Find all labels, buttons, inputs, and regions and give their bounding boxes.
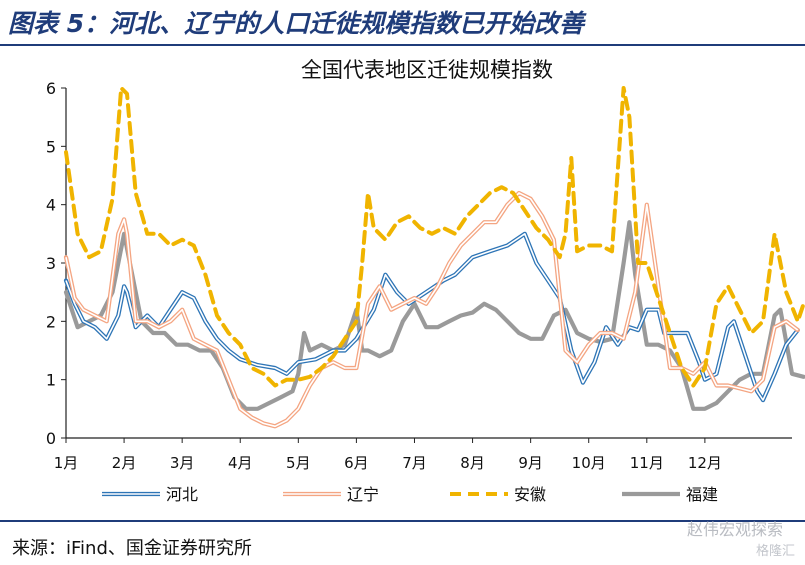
y-tick-label: 2: [46, 312, 56, 331]
x-tick-label: 11月: [630, 454, 664, 472]
x-tick-label: 2月: [112, 454, 137, 472]
legend: 河北 辽宁 安徽 福建: [102, 485, 718, 504]
legend-label: 安徽: [514, 485, 546, 504]
axes: 0 1 2 3 4 5 6 1月 2月 3月 4月 5月 6月 7月 8月 9月 10月 11月 12月: [46, 79, 792, 472]
migration-index-chart: 全国代表地区迁徙规模指数 0 1 2 3 4 5 6 1月 2月 3月 4月 5月 6月 7月 8月 9月 10…: [46, 58, 805, 504]
legend-label: 辽宁: [347, 485, 379, 504]
legend-label: 河北: [166, 485, 198, 504]
y-tick-label: 4: [46, 196, 56, 215]
figure-title: 图表 5：河北、辽宁的人口迁徙规模指数已开始改善: [8, 9, 585, 38]
y-tick-label: 5: [46, 137, 56, 156]
legend-label: 福建: [686, 485, 718, 504]
series-lines: [63, 86, 805, 429]
y-tick-label: 0: [46, 429, 56, 448]
x-tick-label: 6月: [344, 454, 369, 472]
source-rule: [0, 520, 805, 522]
x-tick-label: 5月: [286, 454, 311, 472]
y-tick-label: 1: [46, 371, 56, 390]
x-tick-label: 3月: [170, 454, 195, 472]
x-tick-label: 9月: [518, 454, 543, 472]
y-tick-label: 6: [46, 79, 56, 98]
source-note: 来源：iFind、国金证券研究所: [12, 538, 252, 559]
title-rule: [0, 44, 805, 46]
watermark-secondary: 格隆汇: [755, 544, 795, 559]
x-tick-label: 7月: [402, 454, 427, 472]
x-tick-label: 4月: [228, 454, 253, 472]
x-tick-label: 1月: [54, 454, 79, 472]
y-tick-label: 3: [46, 254, 56, 273]
series-line-inner-河北: [65, 233, 799, 401]
chart-title: 全国代表地区迁徙规模指数: [301, 58, 553, 82]
x-tick-label: 10月: [572, 454, 606, 472]
series-line-安徽: [64, 86, 805, 388]
x-tick-label: 12月: [688, 454, 722, 472]
watermark: 赵伟宏观探索: [686, 520, 783, 539]
series-line-inner-辽宁: [65, 192, 799, 428]
x-tick-label: 8月: [460, 454, 485, 472]
